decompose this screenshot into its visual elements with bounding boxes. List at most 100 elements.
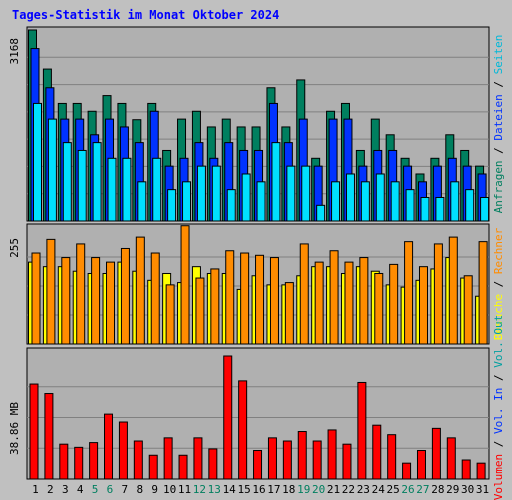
- legend-part-0: Besuche: [492, 294, 505, 340]
- x-tick-label-day-8: 8: [136, 483, 143, 496]
- bar-volumen-day-20: [312, 440, 322, 480]
- legend-part-0: Volumen: [492, 454, 505, 500]
- x-tick-label-day-28: 28: [431, 483, 444, 496]
- bar-seiten-day-30: [465, 189, 475, 222]
- bar-volumen-day-28: [431, 427, 441, 480]
- bar-rechner-day-15: [240, 252, 250, 345]
- x-tick-label-day-31: 31: [476, 483, 489, 496]
- right-legend-volume: Volumen / Vol. In / Vol. Out: [492, 315, 505, 500]
- bar-volumen-day-4: [74, 446, 84, 480]
- bar-seiten-day-24: [375, 173, 385, 222]
- x-tick-label-day-5: 5: [92, 483, 99, 496]
- bar-rechner-day-12: [195, 277, 205, 345]
- legend-part-1: /: [492, 434, 505, 454]
- x-tick-label-day-3: 3: [62, 483, 69, 496]
- bar-rechner-day-10: [165, 284, 175, 345]
- bar-seiten-day-14: [226, 189, 236, 222]
- bar-volumen-day-16: [253, 450, 263, 480]
- legend-part-3: /: [492, 368, 505, 388]
- bar-volumen-day-18: [282, 440, 292, 480]
- legend-part-3: /: [492, 74, 505, 94]
- bar-seiten-day-28: [435, 196, 445, 222]
- x-tick-label-day-27: 27: [416, 483, 429, 496]
- bar-rechner-day-8: [135, 236, 145, 345]
- bar-rechner-day-13: [210, 268, 220, 345]
- bar-rechner-day-18: [284, 282, 294, 345]
- bar-seiten-day-13: [211, 165, 221, 222]
- bar-seiten-day-26: [405, 189, 415, 222]
- legend-part-2: Dateien: [492, 94, 505, 140]
- bar-rechner-day-16: [255, 254, 265, 345]
- bar-seiten-day-20: [316, 204, 326, 222]
- x-tick-label-day-21: 21: [327, 483, 340, 496]
- bar-volumen-day-13: [208, 448, 218, 480]
- x-tick-label-day-7: 7: [122, 483, 129, 496]
- x-tick-label-day-20: 20: [312, 483, 325, 496]
- right-legend-hits-files-pages: Anfragen / Dateien / Seiten: [492, 35, 505, 214]
- bar-seiten-day-22: [345, 173, 355, 222]
- legend-part-2: Rechner: [492, 227, 505, 274]
- bar-seiten-day-8: [137, 181, 147, 222]
- bar-volumen-day-11: [178, 454, 188, 480]
- x-tick-label-day-13: 13: [208, 483, 221, 496]
- bar-seiten-day-21: [331, 181, 341, 222]
- bar-seiten-day-18: [286, 165, 296, 222]
- bar-rechner-day-21: [329, 250, 339, 345]
- bar-volumen-day-29: [446, 437, 456, 480]
- bar-seiten-day-19: [301, 165, 311, 222]
- bar-rechner-day-24: [374, 272, 384, 345]
- bar-volumen-day-15: [238, 380, 248, 480]
- bar-volumen-day-30: [461, 459, 471, 480]
- bar-volumen-day-24: [372, 424, 382, 480]
- bar-seiten-day-25: [390, 181, 400, 222]
- bar-rechner-day-27: [418, 266, 428, 345]
- bar-rechner-day-14: [225, 250, 235, 345]
- bar-volumen-day-14: [223, 355, 233, 480]
- x-tick-label-day-2: 2: [47, 483, 54, 496]
- x-tick-label-day-19: 19: [297, 483, 310, 496]
- bar-volumen-day-23: [357, 381, 367, 480]
- bar-seiten-day-12: [196, 165, 206, 222]
- bar-volumen-day-1: [29, 383, 39, 480]
- bar-seiten-day-23: [360, 181, 370, 222]
- bar-seiten-day-10: [167, 189, 177, 222]
- bar-rechner-day-29: [448, 236, 458, 345]
- bar-seiten-day-11: [182, 181, 192, 222]
- bar-rechner-day-9: [150, 252, 160, 345]
- x-tick-label-day-17: 17: [267, 483, 280, 496]
- bar-seiten-day-15: [241, 173, 251, 222]
- bar-seiten-day-16: [256, 181, 266, 222]
- bar-rechner-day-23: [359, 257, 369, 345]
- bar-rechner-day-28: [433, 243, 443, 345]
- bar-seiten-day-9: [152, 157, 162, 222]
- legend-part-0: Anfragen: [492, 160, 505, 213]
- bar-seiten-day-27: [420, 196, 430, 222]
- bar-volumen-day-12: [193, 437, 203, 480]
- x-tick-label-day-30: 30: [461, 483, 474, 496]
- y-max-label-hits-files-pages: 3168: [8, 38, 21, 65]
- bar-volumen-day-26: [402, 462, 412, 480]
- right-legend-visits-sites: Besuche / Rechner: [492, 227, 505, 340]
- bar-volumen-day-25: [387, 434, 397, 480]
- bar-seiten-day-3: [62, 142, 72, 222]
- x-tick-label-day-12: 12: [193, 483, 206, 496]
- x-tick-label-day-16: 16: [252, 483, 265, 496]
- bar-rechner-day-5: [91, 257, 101, 345]
- x-tick-label-day-24: 24: [372, 483, 386, 496]
- bar-rechner-day-31: [478, 241, 488, 345]
- bar-seiten-day-5: [92, 142, 102, 222]
- bar-seiten-day-4: [77, 149, 87, 222]
- x-tick-label-day-26: 26: [401, 483, 414, 496]
- bar-rechner-day-1: [31, 252, 41, 345]
- legend-part-1: /: [492, 141, 505, 161]
- bar-rechner-day-17: [269, 257, 279, 345]
- bar-rechner-day-2: [46, 238, 56, 345]
- chart-title: Tages-Statistik im Monat Oktober 2024: [12, 8, 280, 22]
- bar-rechner-day-6: [106, 261, 116, 345]
- x-tick-label-day-29: 29: [446, 483, 459, 496]
- bar-rechner-day-19: [299, 243, 309, 345]
- bar-seiten-day-31: [480, 196, 490, 222]
- legend-part-1: /: [492, 274, 505, 294]
- bar-volumen-day-7: [118, 421, 128, 480]
